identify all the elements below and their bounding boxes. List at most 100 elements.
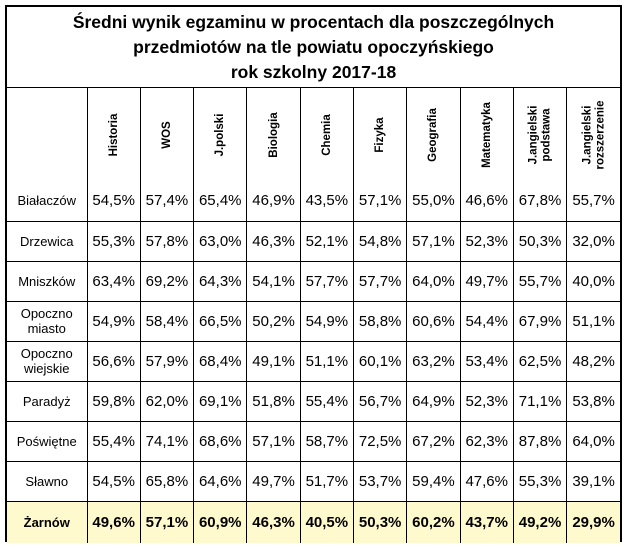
- value-cell: 58,7%: [299, 420, 354, 462]
- row-label: Opoczno wiejskie: [7, 340, 88, 382]
- value-cell: 49,2%: [512, 500, 568, 543]
- value-cell: 64,6%: [193, 460, 248, 502]
- value-cell: 46,3%: [246, 500, 301, 543]
- value-cell: 63,0%: [193, 220, 248, 262]
- corner-cell: [7, 88, 88, 181]
- column-header-10: J.angielski rozszerzenie: [566, 88, 620, 181]
- value-cell: 57,1%: [246, 420, 301, 462]
- value-cell: 48,2%: [566, 340, 620, 382]
- results-table-sheet: Średni wynik egzaminu w procentach dla p…: [5, 5, 622, 543]
- value-cell: 69,2%: [139, 260, 195, 302]
- value-cell: 55,3%: [512, 460, 568, 502]
- value-cell: 40,0%: [566, 260, 620, 302]
- value-cell: 64,3%: [193, 260, 248, 302]
- value-cell: 55,7%: [512, 260, 568, 302]
- value-cell: 58,8%: [352, 300, 408, 342]
- value-cell: 32,0%: [566, 220, 620, 262]
- row-label: Drzewica: [7, 220, 88, 262]
- value-cell: 29,9%: [566, 500, 620, 543]
- value-cell: 67,8%: [512, 181, 568, 222]
- column-header-5: Chemia: [299, 88, 354, 181]
- table-row: Sławno 54,5% 65,8% 64,6% 49,7% 51,7% 53,7% 59,4…: [7, 460, 620, 502]
- value-cell: 57,8%: [139, 220, 195, 262]
- value-cell: 58,4%: [139, 300, 195, 342]
- table-row: Żarnów 49,6% 57,1% 60,9% 46,3% 40,5% 50,3% 60,2…: [7, 500, 620, 543]
- value-cell: 54,5%: [86, 181, 141, 222]
- value-cell: 62,5%: [512, 340, 568, 382]
- table-row: Poświętne 55,4% 74,1% 68,6% 57,1% 58,7% 72,5% 6…: [7, 420, 620, 462]
- value-cell: 67,2%: [406, 420, 461, 462]
- value-cell: 64,0%: [566, 420, 620, 462]
- value-cell: 50,3%: [352, 500, 408, 543]
- value-cell: 53,8%: [566, 380, 620, 422]
- column-header-9: J.angielski podstawa: [512, 88, 568, 181]
- value-cell: 87,8%: [512, 420, 568, 462]
- value-cell: 55,0%: [406, 181, 461, 222]
- title-line-2: przedmiotów na tle powiatu opoczyńskiego: [133, 36, 494, 57]
- value-cell: 50,3%: [512, 220, 568, 262]
- value-cell: 54,8%: [352, 220, 408, 262]
- value-cell: 60,2%: [406, 500, 461, 543]
- value-cell: 55,7%: [566, 181, 620, 222]
- value-cell: 55,3%: [86, 220, 141, 262]
- title-line-1: Średni wynik egzaminu w procentach dla p…: [72, 11, 555, 32]
- value-cell: 57,7%: [299, 260, 354, 302]
- value-cell: 49,7%: [459, 260, 514, 302]
- column-header-3: J.polski: [193, 88, 248, 181]
- value-cell: 49,6%: [86, 500, 141, 543]
- value-cell: 53,4%: [459, 340, 514, 382]
- value-cell: 67,9%: [512, 300, 568, 342]
- column-header-label: Matematyka: [480, 101, 493, 168]
- value-cell: 71,1%: [512, 380, 568, 422]
- value-cell: 65,8%: [139, 460, 195, 502]
- row-label: Poświętne: [7, 420, 88, 462]
- table-row: Opoczno wiejskie 56,6% 57,9% 68,4% 49,1% 51,1…: [7, 340, 620, 382]
- row-label: Sławno: [7, 460, 88, 502]
- value-cell: 46,9%: [246, 181, 301, 222]
- value-cell: 49,1%: [246, 340, 301, 382]
- column-header-8: Matematyka: [459, 88, 514, 181]
- row-label: Mniszków: [7, 260, 88, 302]
- value-cell: 46,3%: [246, 220, 301, 262]
- value-cell: 62,3%: [459, 420, 514, 462]
- column-header-label: Chemia: [320, 113, 333, 156]
- results-table: Historia WOS J.polski Biologia Chemia Fizyka G…: [7, 88, 620, 543]
- value-cell: 57,9%: [139, 340, 195, 382]
- row-label: Białaczów: [7, 181, 88, 222]
- title-line-3: rok szkolny 2017-18: [230, 61, 397, 82]
- column-header-4: Biologia: [246, 88, 301, 181]
- table-row: Drzewica 55,3% 57,8% 63,0% 46,3% 52,1% 54,8% 57…: [7, 220, 620, 262]
- column-header-label: Geografia: [427, 107, 440, 162]
- value-cell: 60,6%: [406, 300, 461, 342]
- value-cell: 63,2%: [406, 340, 461, 382]
- row-label: Paradyż: [7, 380, 88, 422]
- value-cell: 55,4%: [299, 380, 354, 422]
- value-cell: 54,1%: [246, 260, 301, 302]
- value-cell: 64,0%: [406, 260, 461, 302]
- column-header-2: WOS: [139, 88, 195, 181]
- value-cell: 46,6%: [459, 181, 514, 222]
- value-cell: 68,6%: [193, 420, 248, 462]
- value-cell: 39,1%: [566, 460, 620, 502]
- value-cell: 57,1%: [406, 220, 461, 262]
- table-row: Opoczno miasto 54,9% 58,4% 66,5% 50,2% 54,9% 5…: [7, 300, 620, 342]
- value-cell: 66,5%: [193, 300, 248, 342]
- column-header-label: Historia: [107, 113, 120, 156]
- value-cell: 54,5%: [86, 460, 141, 502]
- column-header-label: J.polski: [213, 113, 226, 156]
- value-cell: 52,3%: [459, 380, 514, 422]
- value-cell: 56,7%: [352, 380, 408, 422]
- value-cell: 55,4%: [86, 420, 141, 462]
- table-body: Białaczów 54,5% 57,4% 65,4% 46,9% 43,5% 57,1% 5…: [7, 181, 620, 543]
- value-cell: 60,1%: [352, 340, 408, 382]
- table-row: Mniszków 63,4% 69,2% 64,3% 54,1% 57,7% 57,7% 64…: [7, 260, 620, 302]
- value-cell: 59,8%: [86, 380, 141, 422]
- value-cell: 63,4%: [86, 260, 141, 302]
- value-cell: 72,5%: [352, 420, 408, 462]
- value-cell: 57,7%: [352, 260, 408, 302]
- column-header-label: WOS: [160, 120, 173, 149]
- value-cell: 69,1%: [193, 380, 248, 422]
- header-row: Historia WOS J.polski Biologia Chemia Fizyka G…: [7, 88, 620, 181]
- value-cell: 51,1%: [299, 340, 354, 382]
- table-row: Białaczów 54,5% 57,4% 65,4% 46,9% 43,5% 57,1% 5…: [7, 181, 620, 222]
